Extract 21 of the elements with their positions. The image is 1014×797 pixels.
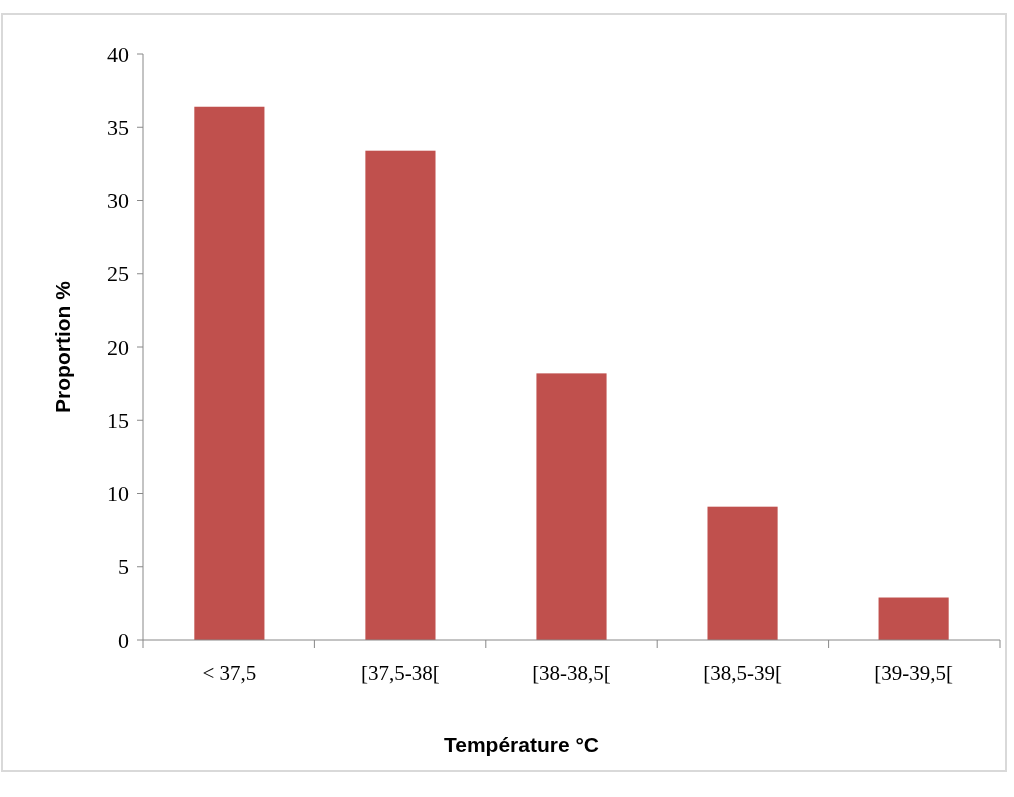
y-tick-label: 0	[118, 627, 129, 653]
x-axis-title: Température °C	[443, 733, 600, 756]
y-tick-label: 25	[107, 261, 129, 287]
x-tick-label: < 37,5	[202, 661, 257, 685]
y-tick-label: 30	[107, 188, 129, 214]
y-axis-title: Proportion %	[51, 280, 74, 413]
x-tick-label: [39-39,5[	[874, 661, 953, 685]
y-tick-label: 20	[107, 334, 129, 360]
x-tick-label: [37,5-38[	[361, 661, 440, 685]
x-tick-label: [38,5-39[	[703, 661, 782, 685]
bar	[365, 150, 436, 640]
y-tick-label: 10	[107, 481, 129, 507]
bar	[194, 106, 265, 640]
y-tick-label: 5	[118, 554, 129, 580]
y-tick-label: 40	[107, 41, 129, 67]
bar	[536, 373, 607, 640]
y-tick-label: 35	[107, 114, 129, 140]
y-tick-label: 15	[107, 407, 129, 433]
x-tick-label: [38-38,5[	[532, 661, 611, 685]
bar	[707, 506, 778, 640]
bar	[878, 597, 949, 640]
